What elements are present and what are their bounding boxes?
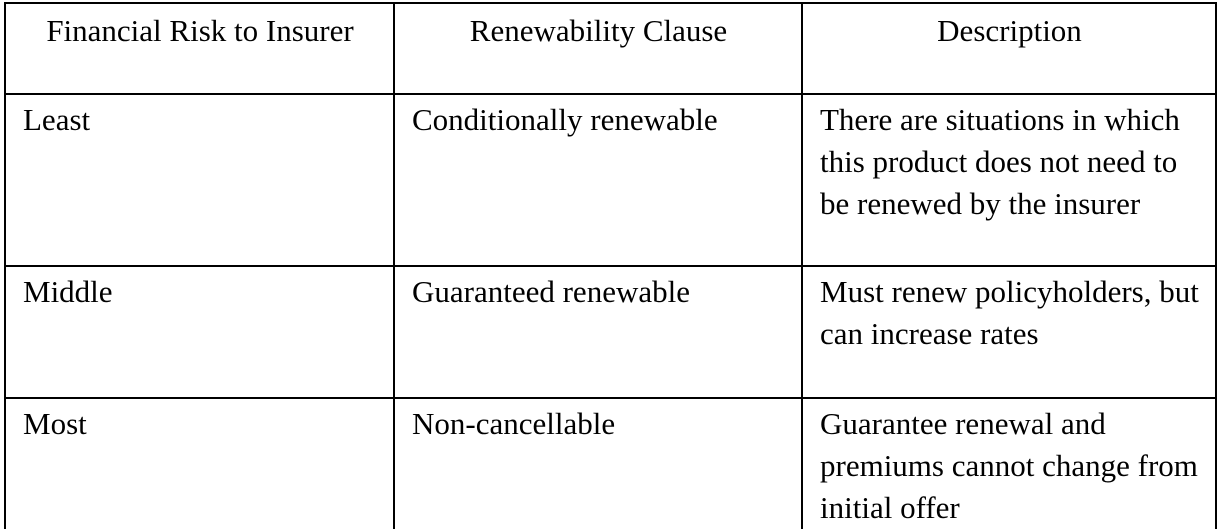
table-row: Most Non-cancellable Guarantee renewal a…: [4, 397, 1217, 529]
risk-cell: Middle: [4, 265, 395, 399]
risk-cell: Least: [4, 93, 395, 267]
description-cell: Must renew policyholders, but can increa…: [801, 265, 1217, 399]
renewability-table: Financial Risk to Insurer Renewability C…: [4, 2, 1217, 529]
header-financial-risk: Financial Risk to Insurer: [4, 2, 395, 95]
table-row: Middle Guaranteed renewable Must renew p…: [4, 265, 1217, 399]
header-description: Description: [801, 2, 1217, 95]
description-cell: There are situations in which this produ…: [801, 93, 1217, 267]
table-header: Financial Risk to Insurer Renewability C…: [4, 2, 1217, 95]
header-row: Financial Risk to Insurer Renewability C…: [4, 2, 1217, 95]
table-row: Least Conditionally renewable There are …: [4, 93, 1217, 267]
description-cell: Guarantee renewal and premiums cannot ch…: [801, 397, 1217, 529]
risk-cell: Most: [4, 397, 395, 529]
table-body: Least Conditionally renewable There are …: [4, 93, 1217, 529]
clause-cell: Conditionally renewable: [393, 93, 803, 267]
clause-cell: Non-cancellable: [393, 397, 803, 529]
clause-cell: Guaranteed renewable: [393, 265, 803, 399]
header-renewability-clause: Renewability Clause: [393, 2, 803, 95]
